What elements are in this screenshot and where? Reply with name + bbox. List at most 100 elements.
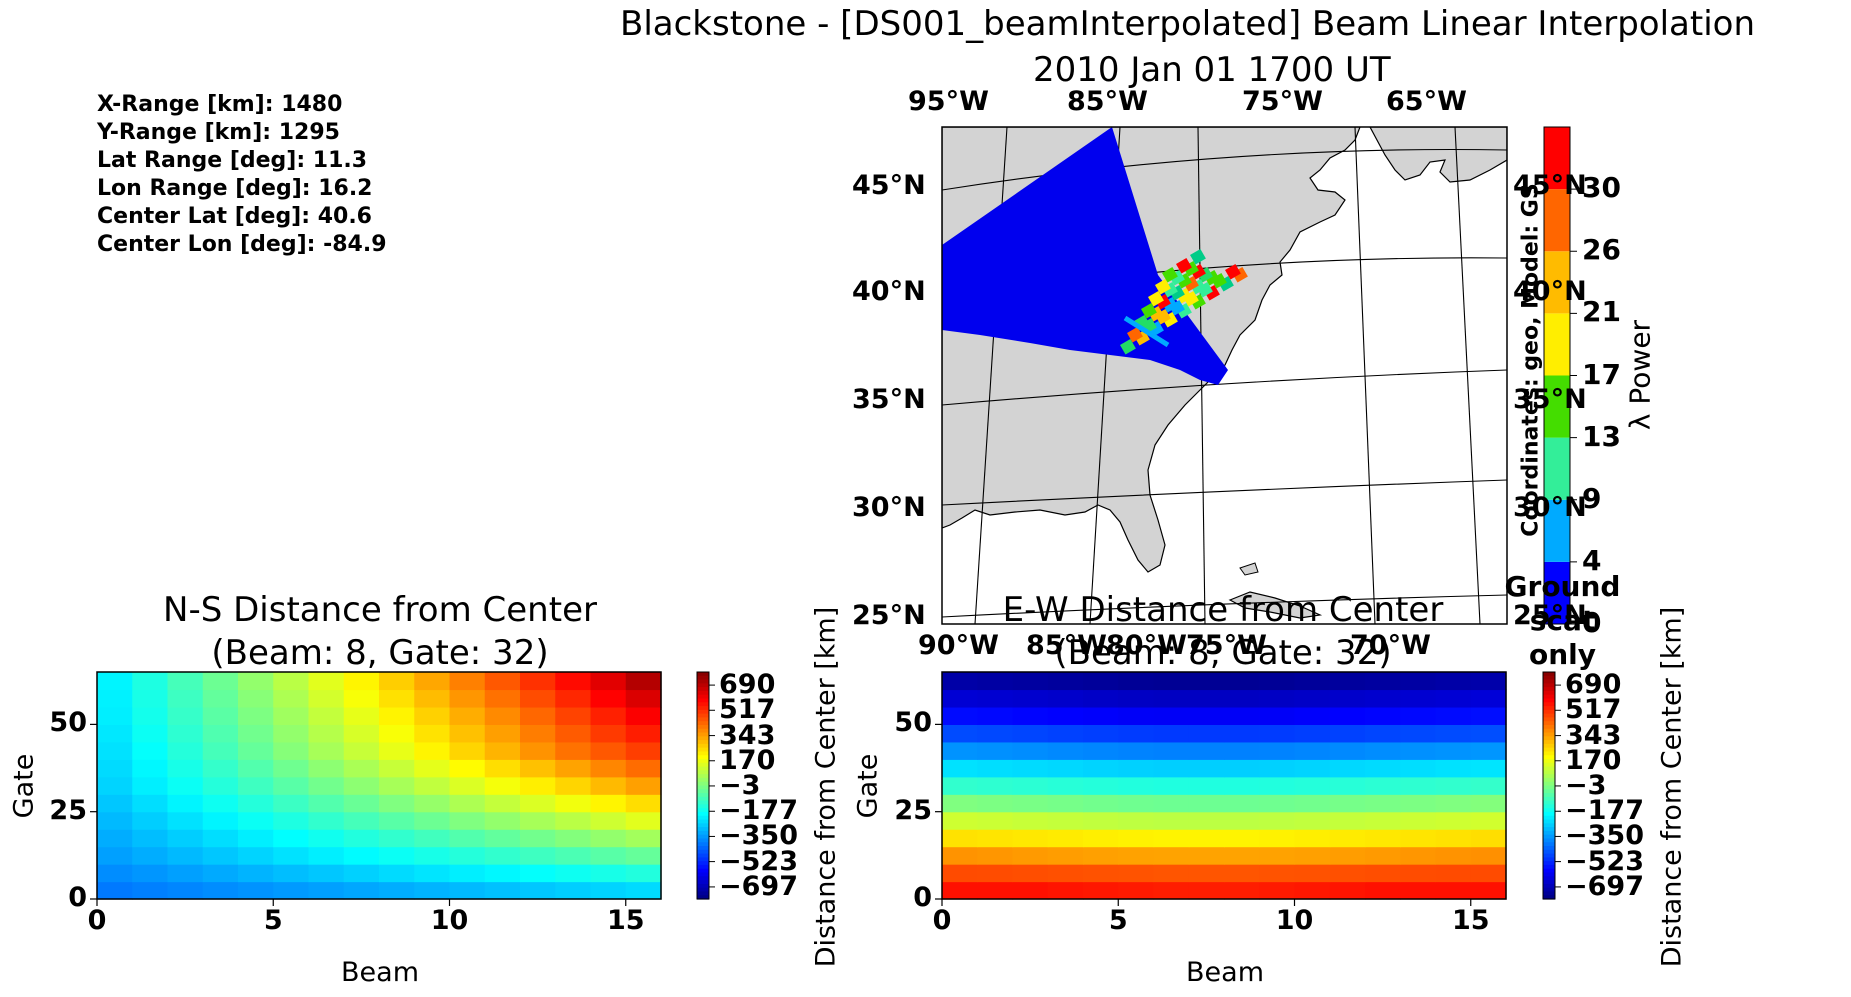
heatmap-cell — [1259, 864, 1296, 883]
distance-colorbar-step — [1543, 838, 1555, 843]
distance-colorbar-step — [1543, 694, 1555, 700]
heatmap-cell — [590, 672, 627, 691]
heatmap-cell — [238, 846, 274, 865]
distance-colorbar-tick-label: −697 — [1565, 870, 1644, 902]
heatmap-cell — [977, 706, 1014, 725]
distance-colorbar-step — [697, 796, 709, 802]
heatmap-cell — [343, 706, 380, 725]
heatmap-cell — [1224, 706, 1260, 725]
power-colorbar-label: λ Power — [1623, 319, 1657, 431]
heatmap-cell — [1435, 759, 1472, 778]
ground-scatter-cell — [1120, 338, 1136, 355]
map-bottom-lon-90w: 90°W — [918, 630, 999, 661]
heatmap-cell — [1294, 811, 1331, 830]
distance-colorbar-step — [1543, 706, 1555, 711]
heatmap-cell — [520, 846, 556, 865]
heatmap-cell — [1435, 829, 1472, 848]
heatmap-cell — [132, 672, 169, 691]
map-right-lat-30n: 30°N — [1513, 492, 1587, 523]
map-right-lat-25n: 25°N — [1513, 600, 1587, 631]
heatmap-cell — [1083, 776, 1119, 795]
heatmap-cell — [449, 811, 486, 830]
heatmap-cell — [977, 724, 1014, 743]
power-colorbar-tick-label: 0 — [1582, 606, 1602, 639]
heatmap-cell — [97, 724, 133, 743]
distance-colorbar-step — [1543, 679, 1555, 684]
heatmap-cell — [167, 794, 204, 813]
heatmap-cell — [1365, 829, 1401, 848]
heatmap-cell — [555, 864, 592, 883]
distance-colorbar-step — [1543, 811, 1555, 817]
heatmap-cell — [625, 846, 662, 865]
power-colorbar-tick-label: 21 — [1582, 295, 1621, 329]
distance-colorbar-tick-label: 517 — [1565, 694, 1622, 726]
distance-colorbar-step — [1543, 675, 1555, 681]
heatmap-cell — [625, 881, 662, 900]
heatmap-cell — [1470, 689, 1507, 708]
heatmap-cell — [1118, 829, 1155, 848]
heatmap-ytick-label: 25 — [49, 794, 87, 826]
heatmap-cell — [273, 881, 310, 900]
distance-colorbar-step — [1543, 698, 1555, 703]
heatmap-cell — [449, 864, 486, 883]
distance-colorbar-step — [697, 732, 709, 737]
heatmap-cell — [167, 741, 204, 760]
heatmap-cell — [977, 846, 1014, 865]
heatmap-cell — [202, 864, 239, 883]
distance-colorbar-tick-label: 517 — [719, 694, 776, 726]
heatmap-cell — [132, 724, 169, 743]
heatmap-xtick-label: 0 — [932, 905, 952, 936]
heatmap-cell — [977, 794, 1014, 813]
heatmap-cell — [1083, 759, 1119, 778]
map-right-lat-35n: 35°N — [1513, 384, 1587, 415]
distance-colorbar-step — [697, 880, 709, 885]
distance-colorbar-step — [1543, 815, 1555, 821]
heatmap-cell — [942, 881, 978, 900]
heatmap-cell — [1083, 829, 1119, 848]
heatmap-cell — [132, 706, 169, 725]
heatmap-cell — [1259, 846, 1296, 865]
heatmap-cell — [379, 759, 415, 778]
heatmap-cell — [1153, 881, 1190, 900]
heatmap-cell — [1365, 689, 1401, 708]
heatmap-cell — [449, 724, 486, 743]
heatmap-cell — [1012, 881, 1049, 900]
distance-colorbar-step — [697, 864, 709, 870]
distance-colorbar-step — [697, 887, 709, 893]
heatmap-ytick-label: 50 — [49, 707, 87, 739]
heatmap-cell — [484, 811, 521, 830]
distance-colorbar-step — [697, 762, 709, 768]
heatmap-cell — [238, 864, 274, 883]
map-top-lon-75w: 75°W — [1242, 86, 1323, 117]
heatmap-cell — [1259, 811, 1296, 830]
heatmap-cell — [1012, 794, 1049, 813]
heatmap-cell — [1083, 864, 1119, 883]
heatmap-cell — [625, 741, 662, 760]
distance-colorbar-step — [1543, 721, 1555, 726]
distance-colorbar-step — [1543, 740, 1555, 745]
figure-title: Blackstone - [DS001_beamInterpolated] Be… — [620, 4, 1756, 44]
heatmap-cell — [1153, 672, 1190, 691]
distance-colorbar-step — [697, 759, 709, 764]
distance-colorbar-step — [697, 872, 709, 877]
heatmap-cell — [1294, 672, 1331, 691]
distance-colorbar-step — [1543, 887, 1555, 893]
ns-colorbar-label: Distance from Center [km] — [810, 606, 842, 968]
heatmap-cell — [1470, 706, 1507, 725]
heatmap-cell — [132, 846, 169, 865]
heatmap-cell — [1118, 881, 1155, 900]
distance-colorbar-step — [1543, 891, 1555, 896]
heatmap-cell — [590, 846, 627, 865]
distance-colorbar-step — [697, 717, 709, 722]
heatmap-cell — [97, 776, 133, 795]
heatmap-xtick-label: 15 — [606, 905, 645, 936]
heatmap-cell — [1435, 881, 1472, 900]
heatmap-cell — [97, 864, 133, 883]
heatmap-cell — [555, 776, 592, 795]
heatmap-cell — [555, 794, 592, 813]
distance-colorbar-step — [1543, 823, 1555, 828]
map-lat-25n: 25°N — [852, 600, 926, 631]
heatmap-cell — [343, 689, 380, 708]
heatmap-cell — [1435, 706, 1472, 725]
stats-block: X-Range [km]: 1480 Y-Range [km]: 1295 La… — [97, 91, 387, 259]
